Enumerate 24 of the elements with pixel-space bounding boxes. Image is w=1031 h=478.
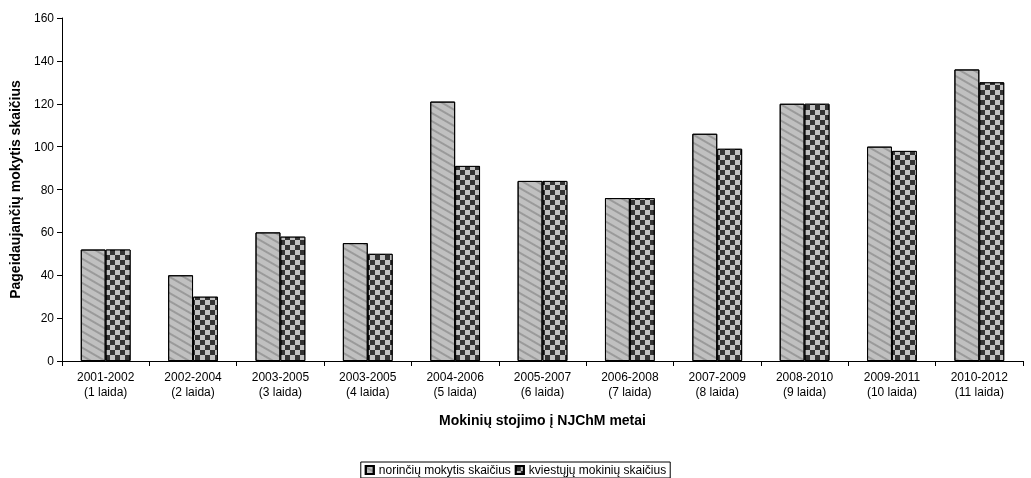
y-tick-label: 40: [40, 268, 55, 283]
x-tick-label: 2005-2007 (6 laida): [513, 369, 572, 399]
x-tick-label: 2007-2009 (8 laida): [688, 369, 747, 399]
y-tick-label: 20: [40, 311, 55, 326]
y-axis-title: Pageidaujančių mokytis skaičius: [7, 79, 23, 299]
y-tick-label: 120: [33, 96, 55, 111]
y-tick-label: 160: [33, 11, 55, 25]
x-axis-title: Mokinių stojimo į NJChM metai: [439, 412, 646, 428]
y-tick-label: 80: [40, 182, 55, 197]
x-tick-label: 2003-2005 (4 laida): [339, 369, 397, 399]
x-tick-label: 2006-2008 (7 laida): [601, 369, 659, 399]
x-tick-label: 2003-2005 (3 laida): [251, 369, 310, 399]
x-tick-label: 2009-2011 (10 laida): [863, 369, 921, 399]
x-tick-label: 2002-2004 (2 laida): [164, 369, 223, 399]
x-tick-label: 2008-2010 (9 laida): [775, 369, 834, 399]
x-tick-label: 2010-2012 (11 laida): [950, 369, 1009, 399]
y-tick-label: 60: [40, 225, 55, 240]
x-tick-label: 2001-2002 (1 laida): [76, 369, 135, 399]
y-tick-label: 0: [47, 354, 55, 368]
legend-label: kviestųjų mokinių skaičius: [528, 463, 667, 477]
legend-label: norinčių mokytis skaičius: [378, 463, 511, 477]
x-tick-label: 2004-2006 (5 laida): [426, 369, 485, 399]
y-tick-label: 140: [33, 53, 55, 68]
y-tick-label: 100: [33, 139, 55, 154]
